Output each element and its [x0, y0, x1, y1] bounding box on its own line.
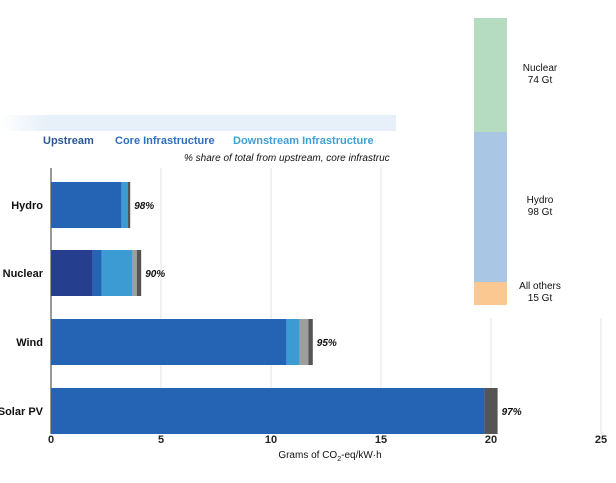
bar-segment: [299, 319, 309, 365]
bar-segment: [51, 182, 122, 228]
data-label: 98%: [134, 201, 154, 212]
inset-series-value: 98 Gt: [527, 206, 553, 218]
data-label: 90%: [145, 269, 165, 280]
bar-segment: [51, 250, 93, 296]
bar-segment: [132, 250, 137, 296]
category-label: Hydro: [11, 200, 43, 212]
inset-label: Hydro 98 Gt: [505, 195, 575, 219]
inset-series-name: Hydro: [526, 194, 554, 206]
x-tick-label: 0: [48, 434, 54, 446]
inset-segment-nuclear: [474, 18, 507, 132]
x-tick-label: 15: [375, 434, 387, 446]
inset-label: All others 15 Gt: [505, 281, 575, 305]
bar-segment: [484, 388, 498, 434]
x-axis-title: Grams of CO2-eq/kW·h: [278, 450, 381, 463]
chart-subtitle: % share of total from upstream, core inf…: [184, 153, 390, 164]
inset-series-value: 74 Gt: [527, 74, 553, 86]
inset-series-value: 15 Gt: [527, 293, 553, 305]
bar-segment: [92, 250, 102, 296]
inset-series-name: Nuclear: [522, 62, 558, 74]
x-tick-label: 5: [158, 434, 164, 446]
category-label: Wind: [16, 337, 43, 349]
bar-segment: [286, 319, 300, 365]
legend-downstream-infrastructure: Downstream Infrastructure: [233, 135, 374, 147]
data-label: 97%: [502, 407, 522, 418]
bar-segment: [308, 319, 313, 365]
inset-panel: [430, 0, 616, 318]
bar-segment: [51, 388, 485, 434]
bar-segment: [136, 250, 142, 296]
bar-segment: [101, 250, 133, 296]
legend-upstream: Upstream: [43, 135, 94, 147]
inset-label: Nuclear 74 Gt: [505, 63, 575, 87]
data-label: 95%: [317, 338, 337, 349]
bar-segment: [128, 182, 131, 228]
category-label: Solar PV: [0, 406, 44, 418]
inset-segment-hydro: [474, 131, 507, 282]
x-tick-label: 10: [265, 434, 277, 446]
x-tick-label: 20: [485, 434, 497, 446]
category-label: Nuclear: [3, 268, 44, 280]
bar-segment: [121, 182, 128, 228]
bar-segment: [51, 319, 287, 365]
x-tick-label: 25: [595, 434, 607, 446]
inset-series-name: All others: [519, 281, 561, 293]
inset-segment-all-others: [474, 281, 507, 305]
legend-band: [0, 115, 396, 131]
legend-core-infrastructure: Core Infrastructure: [115, 135, 215, 147]
